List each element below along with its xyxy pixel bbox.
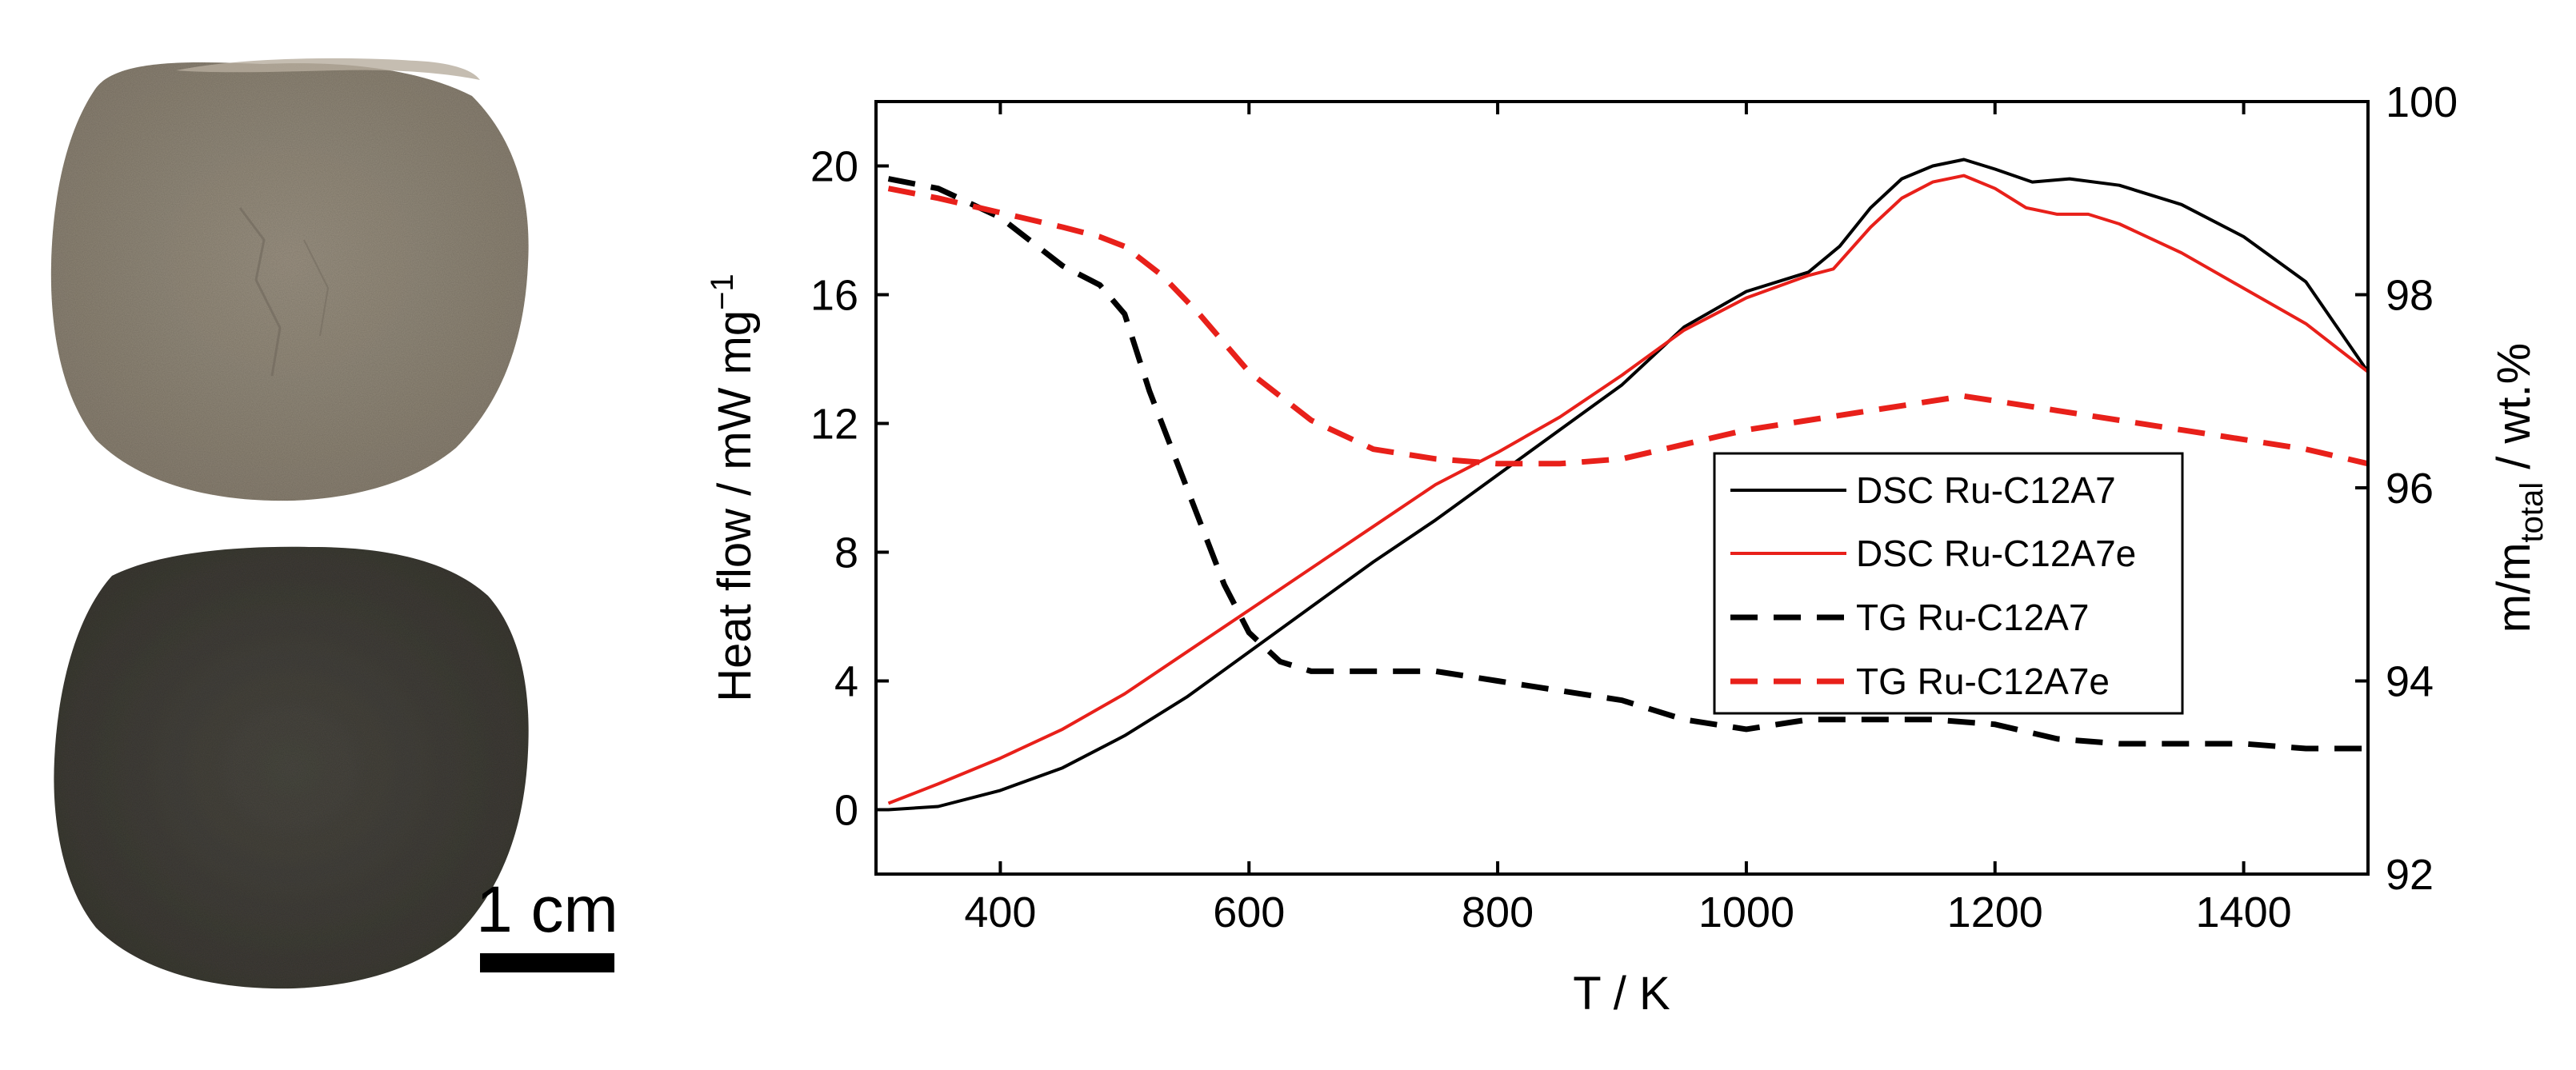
x-tick-label: 1400 xyxy=(2196,888,2292,936)
y-right-tick-label: 96 xyxy=(2386,465,2434,513)
dsc-tg-chart: 400 600 800 1000 1200 1400 0 4 8 12 16 20 92 94 96 98 10… xyxy=(656,0,2576,1066)
y-right-tick-label: 94 xyxy=(2386,658,2434,706)
series-layer xyxy=(887,158,2370,812)
y-right-title-main: m/m xyxy=(2488,542,2540,633)
pellet-top xyxy=(50,58,529,501)
x-axis-title: T / K xyxy=(1573,968,1670,1020)
legend-label-3: TG Ru-C12A7 xyxy=(1856,597,2089,638)
x-tick-label: 600 xyxy=(1213,888,1285,936)
y-left-title-superscript: −1 xyxy=(705,273,740,310)
y-left-tick-label: 20 xyxy=(810,143,858,191)
y-left-tick-label: 8 xyxy=(834,529,858,577)
series-line-2 xyxy=(887,174,2370,805)
y-right-title-subscript: total xyxy=(2514,482,2550,543)
x-tick-label: 400 xyxy=(964,888,1036,936)
y-right-tick-label: 92 xyxy=(2386,851,2434,899)
pellet-photos: 1 cm xyxy=(0,0,656,1066)
legend-label-2: DSC Ru-C12A7e xyxy=(1856,533,2136,574)
y-right-axis-title: m/mtotal / wt.% xyxy=(2488,343,2550,633)
y-right-tick-label: 98 xyxy=(2386,272,2434,320)
y-left-tick-label: 4 xyxy=(834,658,858,706)
scale-bar: 1 cm xyxy=(476,873,618,972)
x-tick-label: 1000 xyxy=(1698,888,1794,936)
series-line-4 xyxy=(887,186,2369,467)
chart-svg: 400 600 800 1000 1200 1400 0 4 8 12 16 20 92 94 96 98 10… xyxy=(705,78,2550,1020)
pellet-bottom xyxy=(54,546,529,989)
series-line-3 xyxy=(887,176,2368,752)
legend-entries: DSC Ru-C12A7 DSC Ru-C12A7e TG Ru-C12A7 TG R… xyxy=(1730,469,2136,702)
y-left-tick-label: 12 xyxy=(810,401,858,449)
x-tick-label: 800 xyxy=(1462,888,1534,936)
scale-bar-label: 1 cm xyxy=(476,873,618,946)
x-tick-label: 1200 xyxy=(1947,888,2043,936)
y-left-title-main: Heat flow / mW mg xyxy=(709,310,761,702)
y-left-tick-label: 0 xyxy=(834,787,858,835)
y-right-title-suffix: / wt.% xyxy=(2488,343,2540,482)
legend-box xyxy=(1713,452,2184,715)
y-left-axis-title: Heat flow / mW mg−1 xyxy=(705,273,761,701)
series-line-1 xyxy=(888,158,2370,812)
legend-label-1: DSC Ru-C12A7 xyxy=(1856,469,2116,511)
ticks-layer: 400 600 800 1000 1200 1400 0 4 8 12 16 20 92 94 96 98 10… xyxy=(810,78,2458,936)
legend: DSC Ru-C12A7 DSC Ru-C12A7e TG Ru-C12A7 TG R… xyxy=(1713,452,2184,715)
y-left-tick-label: 16 xyxy=(810,272,858,320)
y-right-tick-label: 100 xyxy=(2386,78,2458,126)
pellet-photos-svg: 1 cm xyxy=(50,58,618,989)
legend-label-4: TG Ru-C12A7e xyxy=(1856,661,2110,702)
